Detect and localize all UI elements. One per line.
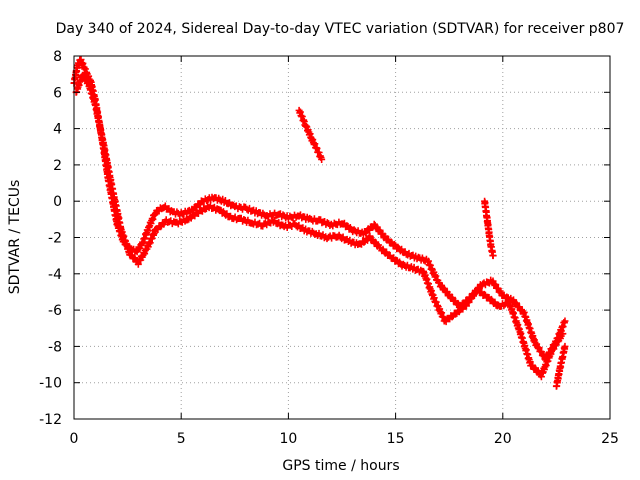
- y-axis-title: SDTVAR / TECUs: [7, 180, 23, 295]
- y-tick-label: -2: [48, 231, 62, 247]
- y-tick-label: -6: [48, 303, 62, 319]
- y-tick-label: -12: [39, 412, 62, 428]
- y-tick-label: -10: [39, 376, 62, 392]
- grid: [74, 56, 610, 419]
- x-tick-label: 20: [494, 431, 512, 447]
- data-series: [70, 56, 569, 390]
- x-tick-label: 5: [177, 431, 186, 447]
- data-points: [295, 106, 326, 163]
- data-track: [70, 56, 569, 364]
- x-axis-title: GPS time / hours: [282, 458, 399, 474]
- y-tick-label: 8: [53, 49, 62, 65]
- data-points: [70, 56, 569, 364]
- x-tick-label: 0: [70, 431, 79, 447]
- y-tick-label: 6: [53, 85, 62, 101]
- y-tick-label: 2: [53, 158, 62, 174]
- axis-ticks: 0 5 10 15 20 25 -12 -10 -8 -6 -4 -2 0 2 4 6 8: [39, 49, 619, 447]
- data-points: [481, 197, 497, 260]
- data-points: [552, 342, 569, 390]
- y-tick-label: -8: [48, 339, 62, 355]
- y-tick-label: 4: [53, 122, 62, 138]
- chart-title: Day 340 of 2024, Sidereal Day-to-day VTE…: [56, 21, 625, 37]
- data-track: [481, 197, 497, 260]
- y-tick-label: -4: [48, 267, 62, 283]
- x-tick-label: 10: [279, 431, 297, 447]
- y-tick-label: 0: [53, 194, 62, 210]
- data-track: [295, 106, 326, 163]
- x-tick-label: 25: [601, 431, 619, 447]
- data-track: [552, 342, 569, 390]
- x-tick-label: 15: [387, 431, 405, 447]
